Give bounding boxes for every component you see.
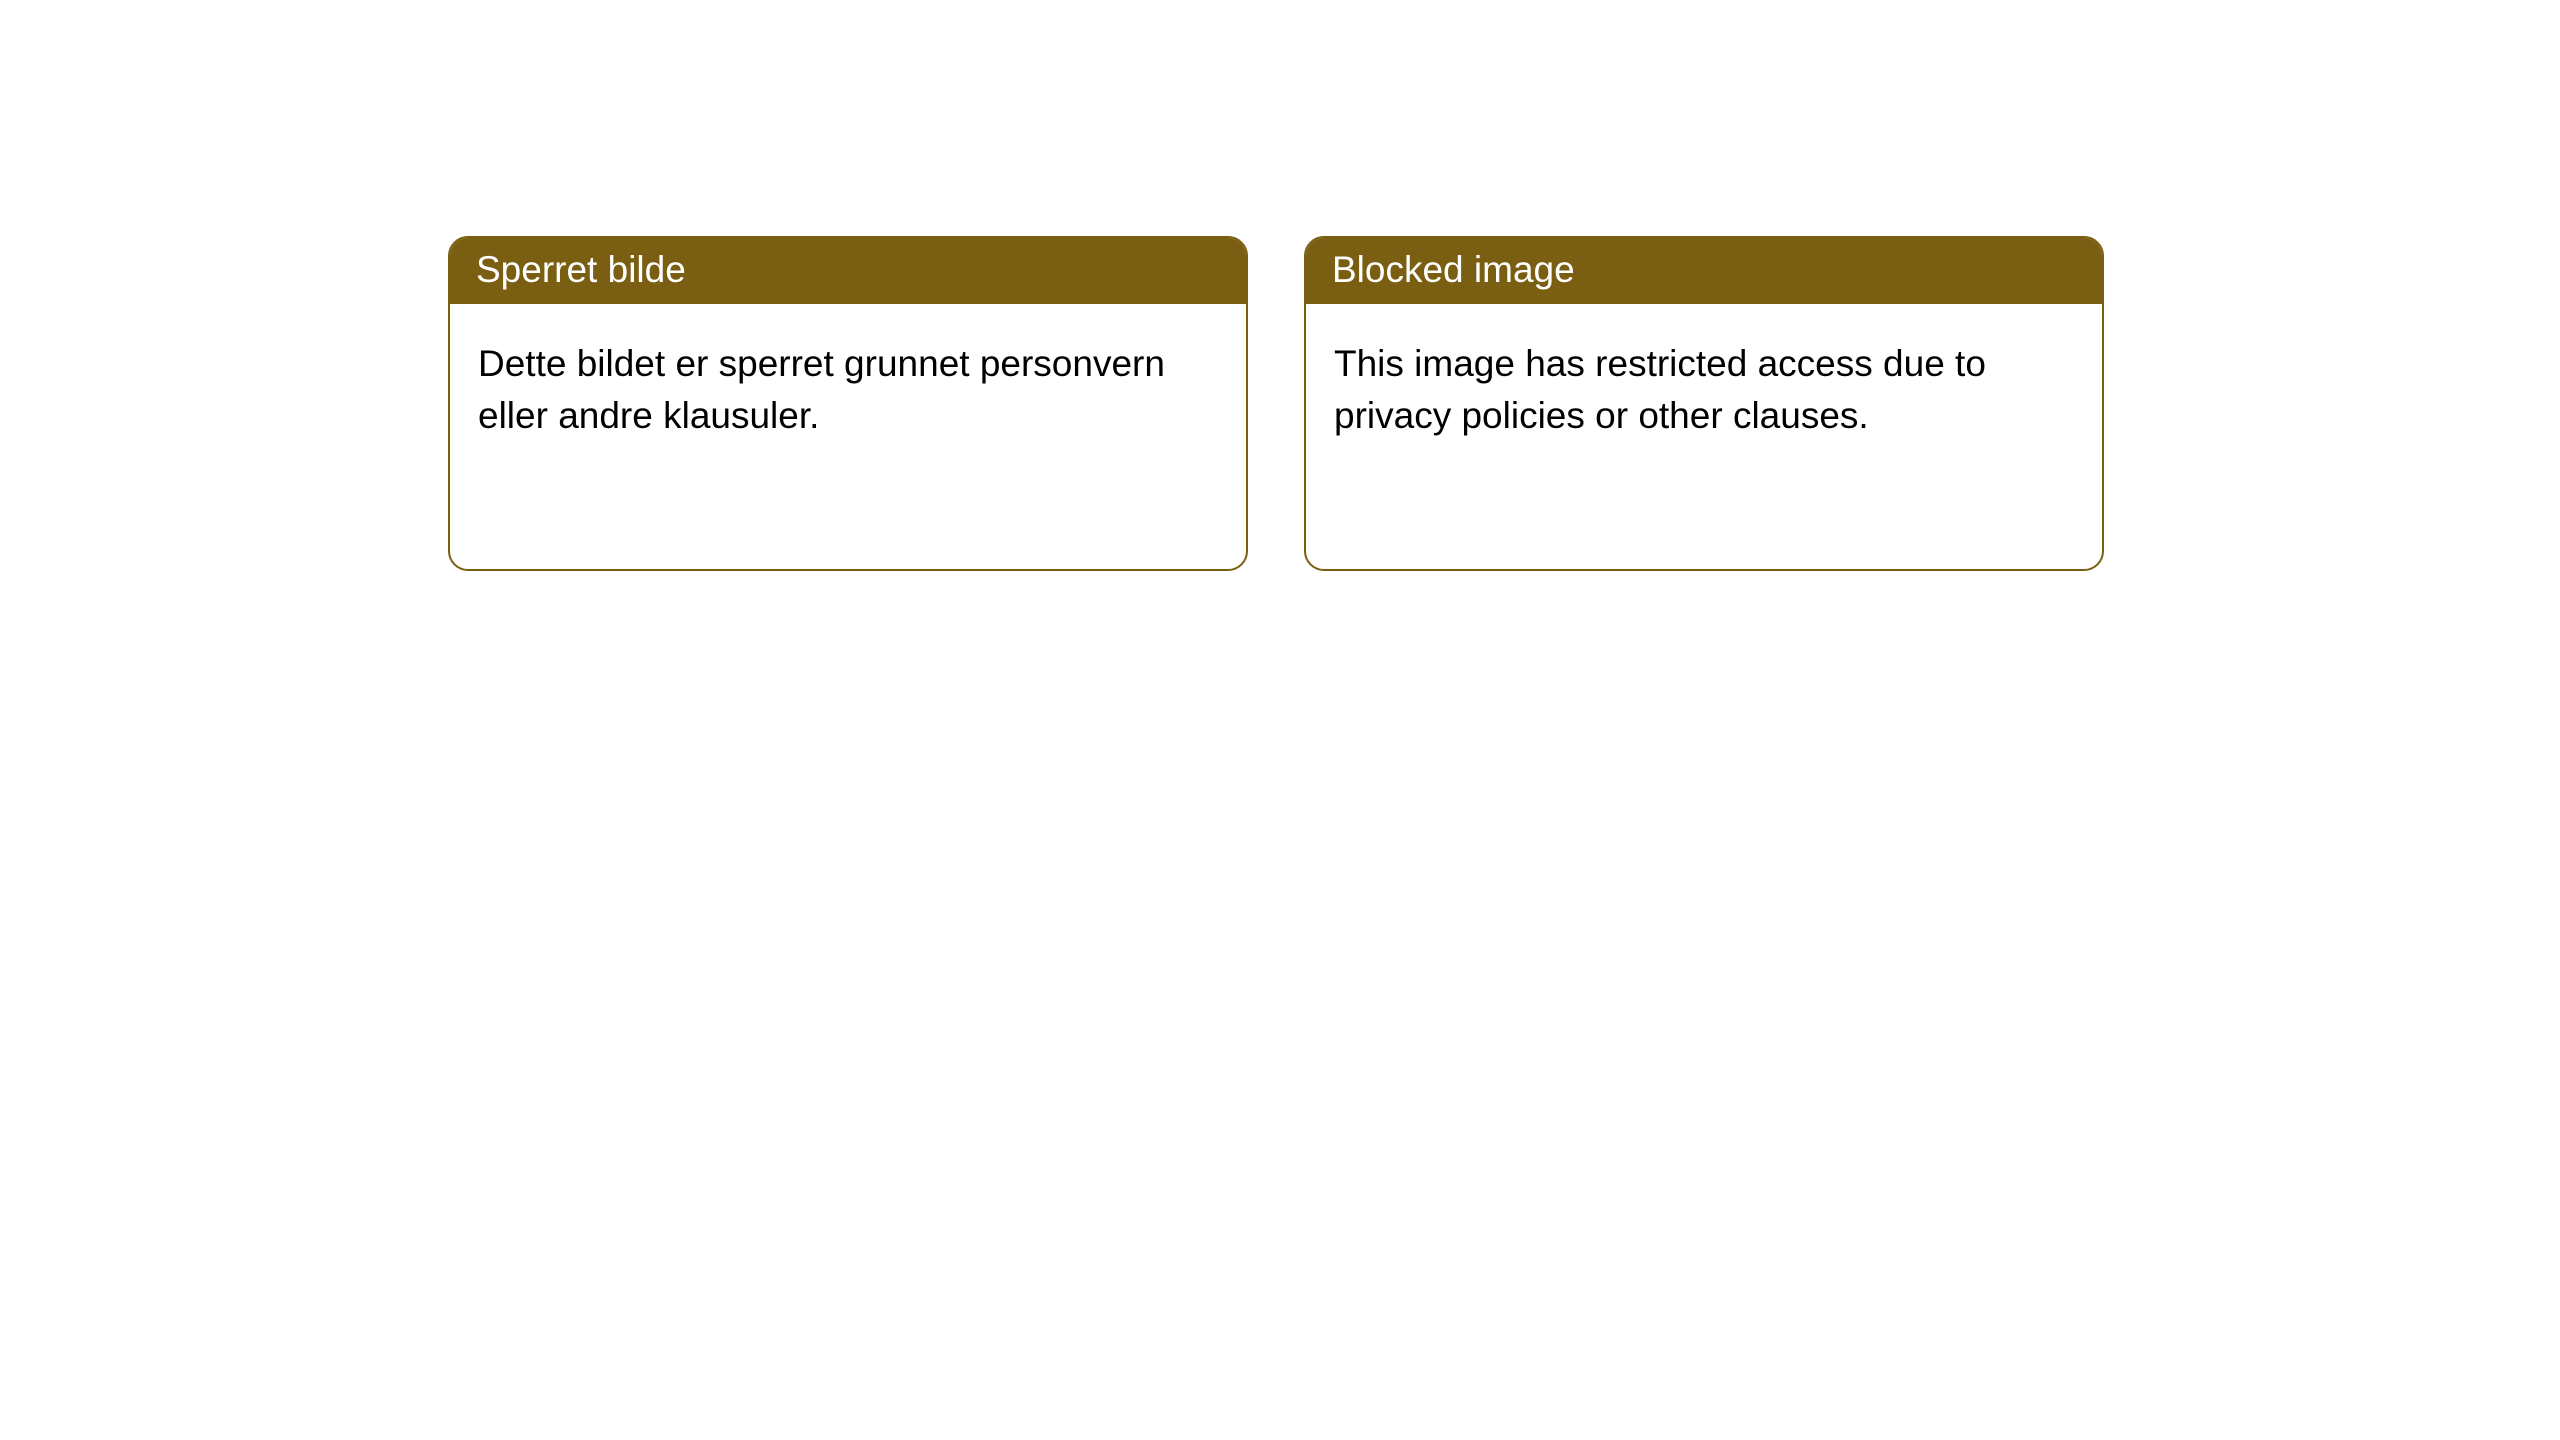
notice-body: This image has restricted access due to … [1306, 304, 2102, 470]
notice-header: Blocked image [1306, 238, 2102, 304]
notice-card-norwegian: Sperret bilde Dette bildet er sperret gr… [448, 236, 1248, 571]
notice-header: Sperret bilde [450, 238, 1246, 304]
notice-body: Dette bildet er sperret grunnet personve… [450, 304, 1246, 470]
notice-container: Sperret bilde Dette bildet er sperret gr… [0, 0, 2560, 571]
notice-card-english: Blocked image This image has restricted … [1304, 236, 2104, 571]
